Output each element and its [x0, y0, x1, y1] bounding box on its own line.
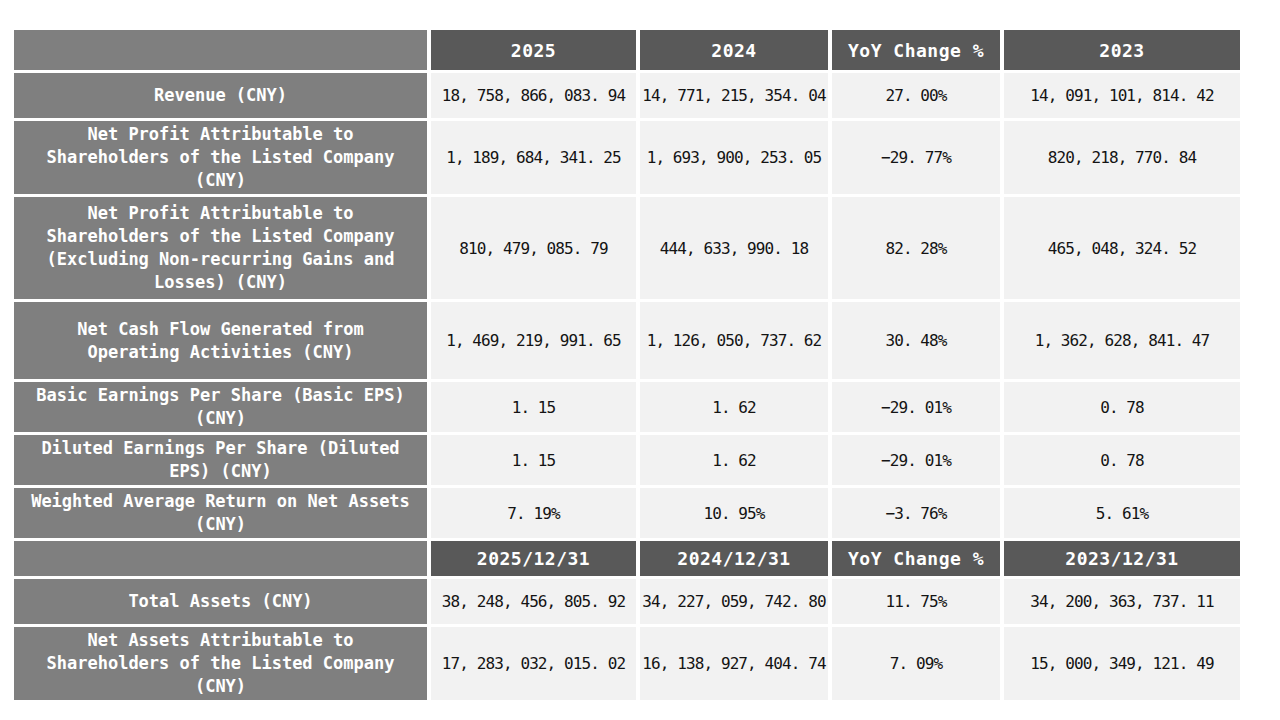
metric-label: Diluted Earnings Per Share (Diluted EPS)… [14, 435, 427, 485]
metric-label: Revenue (CNY) [14, 73, 427, 118]
metric-value: 1. 62 [640, 435, 828, 485]
metric-value: 0. 78 [1004, 382, 1240, 432]
metric-value: 15, 000, 349, 121. 49 [1004, 627, 1240, 700]
row-net-profit: Net Profit Attributable to Shareholders … [14, 121, 1240, 194]
metric-value: 444, 633, 990. 18 [640, 197, 828, 299]
metric-value: −3. 76% [832, 488, 1000, 538]
column-header-2023: 2023 [1004, 30, 1240, 70]
row-net-profit-excl-nonrecurring: Net Profit Attributable to Shareholders … [14, 197, 1240, 299]
row-revenue: Revenue (CNY) 18, 758, 866, 083. 94 14, … [14, 73, 1240, 118]
metric-label: Total Assets (CNY) [14, 579, 427, 624]
row-net-assets: Net Assets Attributable to Shareholders … [14, 627, 1240, 700]
metric-value: 16, 138, 927, 404. 74 [640, 627, 828, 700]
metric-value: 1, 693, 900, 253. 05 [640, 121, 828, 194]
metric-value: 82. 28% [832, 197, 1000, 299]
metric-value: 38, 248, 456, 805. 92 [431, 579, 636, 624]
metric-value: 7. 09% [832, 627, 1000, 700]
row-operating-cash-flow: Net Cash Flow Generated from Operating A… [14, 302, 1240, 379]
metric-value: −29. 01% [832, 382, 1000, 432]
metric-value: 1, 362, 628, 841. 47 [1004, 302, 1240, 379]
metric-value: 5. 61% [1004, 488, 1240, 538]
metric-value: 14, 771, 215, 354. 04 [640, 73, 828, 118]
corner-cell [14, 541, 427, 576]
column-header-2025: 2025 [431, 30, 636, 70]
metric-value: 18, 758, 866, 083. 94 [431, 73, 636, 118]
corner-cell [14, 30, 427, 70]
metric-value: 820, 218, 770. 84 [1004, 121, 1240, 194]
metric-label: Net Assets Attributable to Shareholders … [14, 627, 427, 700]
column-header-2024: 2024 [640, 30, 828, 70]
metric-value: 7. 19% [431, 488, 636, 538]
financial-summary-table: 2025 2024 YoY Change % 2023 Revenue (CNY… [10, 27, 1244, 703]
metric-value: −29. 77% [832, 121, 1000, 194]
row-weighted-avg-return: Weighted Average Return on Net Assets (C… [14, 488, 1240, 538]
period-header-row: 2025 2024 YoY Change % 2023 [14, 30, 1240, 70]
metric-value: 34, 200, 363, 737. 11 [1004, 579, 1240, 624]
column-header-yoy-change: YoY Change % [832, 541, 1000, 576]
metric-value: 810, 479, 085. 79 [431, 197, 636, 299]
metric-label: Net Cash Flow Generated from Operating A… [14, 302, 427, 379]
metric-value: 1. 15 [431, 382, 636, 432]
metric-value: 465, 048, 324. 52 [1004, 197, 1240, 299]
metric-value: 1, 469, 219, 991. 65 [431, 302, 636, 379]
row-basic-eps: Basic Earnings Per Share (Basic EPS) (CN… [14, 382, 1240, 432]
metric-label: Weighted Average Return on Net Assets (C… [14, 488, 427, 538]
metric-value: 11. 75% [832, 579, 1000, 624]
metric-value: 34, 227, 059, 742. 80 [640, 579, 828, 624]
metric-value: 30. 48% [832, 302, 1000, 379]
metric-value: 14, 091, 101, 814. 42 [1004, 73, 1240, 118]
metric-value: 1, 189, 684, 341. 25 [431, 121, 636, 194]
metric-value: 27. 00% [832, 73, 1000, 118]
metric-value: 1. 62 [640, 382, 828, 432]
metric-value: 17, 283, 032, 015. 02 [431, 627, 636, 700]
metric-value: 0. 78 [1004, 435, 1240, 485]
metric-value: 1, 126, 050, 737. 62 [640, 302, 828, 379]
metric-value: 1. 15 [431, 435, 636, 485]
column-header-yoy-change: YoY Change % [832, 30, 1000, 70]
column-header-2025-12-31: 2025/12/31 [431, 541, 636, 576]
metric-label: Net Profit Attributable to Shareholders … [14, 121, 427, 194]
metric-label: Net Profit Attributable to Shareholders … [14, 197, 427, 299]
metric-value: −29. 01% [832, 435, 1000, 485]
row-total-assets: Total Assets (CNY) 38, 248, 456, 805. 92… [14, 579, 1240, 624]
metric-value: 10. 95% [640, 488, 828, 538]
metric-label: Basic Earnings Per Share (Basic EPS) (CN… [14, 382, 427, 432]
column-header-2023-12-31: 2023/12/31 [1004, 541, 1240, 576]
column-header-2024-12-31: 2024/12/31 [640, 541, 828, 576]
date-header-row: 2025/12/31 2024/12/31 YoY Change % 2023/… [14, 541, 1240, 576]
row-diluted-eps: Diluted Earnings Per Share (Diluted EPS)… [14, 435, 1240, 485]
